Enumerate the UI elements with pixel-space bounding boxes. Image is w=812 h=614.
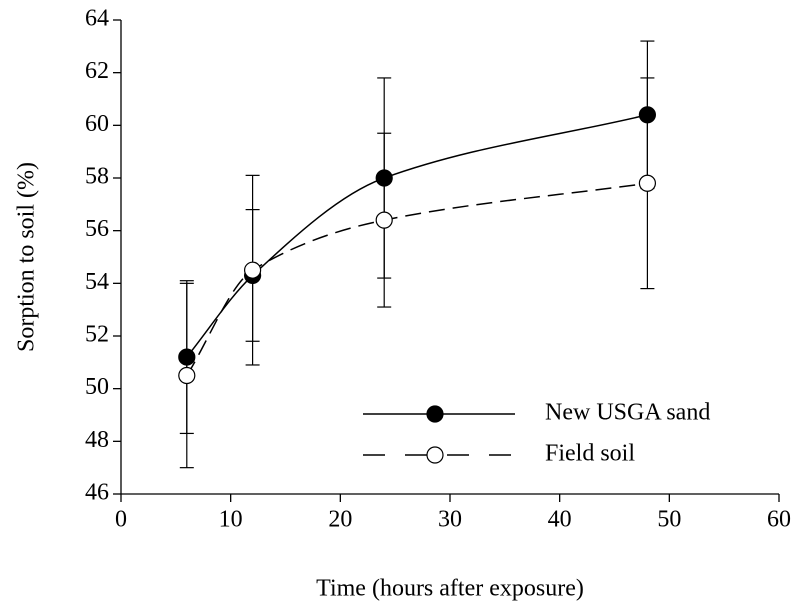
x-tick-label: 40 [548, 507, 572, 533]
legend-marker [426, 405, 444, 423]
y-tick-label: 60 [85, 111, 109, 137]
y-tick-label: 64 [85, 6, 109, 32]
y-tick-label: 50 [85, 374, 109, 400]
y-axis-label: Sorption to soil (%) [14, 162, 40, 352]
marker [375, 169, 393, 187]
fit-curve [186, 114, 648, 358]
marker [178, 348, 196, 366]
fit-curve [186, 182, 648, 376]
y-tick-label: 46 [85, 480, 109, 506]
x-tick-label: 20 [328, 507, 352, 533]
y-tick-label: 56 [85, 216, 109, 242]
legend-marker [426, 446, 444, 464]
y-tick-label: 58 [85, 164, 109, 190]
legend-label: Field soil [545, 441, 635, 467]
x-axis-label: Time (hours after exposure) [316, 576, 584, 602]
legend-label: New USGA sand [545, 400, 710, 426]
marker [375, 211, 393, 229]
x-tick-label: 50 [657, 507, 681, 533]
y-tick-label: 52 [85, 322, 109, 348]
marker [638, 174, 657, 192]
y-tick-label: 54 [85, 269, 109, 295]
y-tick-label: 62 [85, 58, 109, 84]
x-tick-label: 60 [767, 507, 791, 533]
x-tick-label: 10 [219, 507, 243, 533]
marker [178, 366, 196, 385]
y-tick-label: 48 [85, 427, 109, 453]
marker [244, 261, 262, 279]
marker [638, 106, 657, 124]
x-tick-label: 0 [115, 507, 127, 533]
x-tick-label: 30 [438, 507, 462, 533]
